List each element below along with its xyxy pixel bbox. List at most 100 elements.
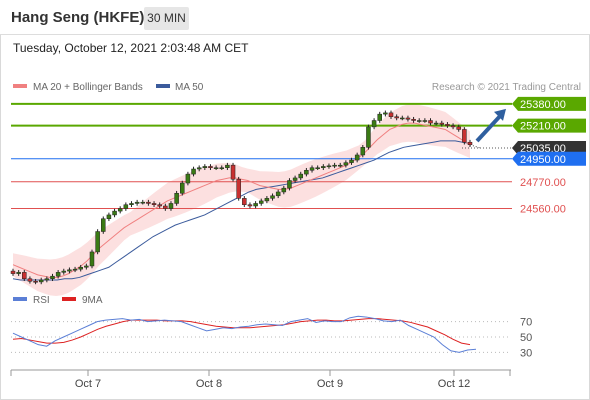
candle: [163, 205, 168, 209]
candle: [304, 170, 309, 175]
candle: [213, 167, 219, 169]
ma50-polyline: [12, 140, 471, 281]
x-tick-label: Oct 8: [196, 378, 222, 390]
candle: [242, 198, 247, 205]
candle: [95, 231, 100, 253]
x-tick-label: Oct 12: [438, 378, 470, 390]
candle: [72, 268, 78, 271]
candle: [360, 147, 366, 156]
legend-9ma-label: 9MA: [82, 295, 103, 306]
candle: [61, 270, 67, 273]
candle: [129, 203, 134, 205]
candle: [219, 167, 225, 169]
candle: [264, 198, 270, 202]
candle: [315, 167, 320, 169]
candle: [281, 187, 287, 193]
candle: [230, 164, 236, 180]
candle: [337, 164, 343, 167]
legend-ma50-label: MA 50: [175, 82, 204, 93]
candle: [456, 126, 461, 130]
forecast-arrow-head: [494, 108, 506, 121]
candle: [366, 126, 371, 148]
rsi-axis-label: 50: [520, 332, 532, 344]
ma50-line: [12, 140, 471, 281]
bollinger-band-area: [13, 104, 470, 296]
candle: [168, 203, 174, 209]
candle: [106, 214, 112, 220]
candle: [27, 278, 33, 282]
research-credit: Research © 2021 Trading Central: [432, 82, 581, 93]
instrument-title: Hang Seng (HKFE): [11, 9, 145, 26]
candle: [332, 164, 337, 167]
resistance-label: 25210.00: [520, 121, 566, 133]
candle: [134, 201, 140, 204]
candle: [416, 120, 422, 122]
candle: [467, 141, 473, 146]
candle: [174, 192, 179, 204]
header-bar: [0, 0, 590, 35]
candle: [428, 120, 433, 124]
pivot-label-box: [512, 151, 586, 166]
candle: [388, 112, 394, 117]
candle: [38, 279, 44, 283]
chart-datetime: Tuesday, October 12, 2021 2:03:48 AM CET: [13, 41, 249, 55]
candle: [439, 122, 445, 125]
candle: [236, 178, 241, 199]
pivot-label: 24950.00: [520, 154, 566, 166]
candle: [405, 117, 411, 120]
candle: [185, 173, 191, 184]
candle: [10, 270, 16, 274]
candle: [258, 200, 264, 204]
candle: [411, 118, 416, 121]
candle: [371, 120, 377, 128]
candle: [349, 159, 354, 163]
legend-rsi-label: RSI: [33, 295, 50, 306]
candle: [292, 177, 298, 181]
candle: [354, 154, 360, 161]
candle: [117, 208, 123, 212]
candle: [326, 165, 332, 168]
candle: [462, 129, 467, 143]
candle: [275, 191, 281, 197]
candle: [202, 166, 208, 168]
candle: [450, 125, 456, 128]
timeframe-button[interactable]: 30 MIN: [144, 7, 189, 30]
ma20-polyline: [12, 122, 471, 278]
legend-swatch-ma50: [156, 84, 170, 88]
candle: [180, 182, 185, 194]
candle: [433, 122, 439, 125]
candle: [422, 120, 428, 122]
candle: [309, 167, 315, 171]
candle: [140, 201, 146, 204]
candle: [400, 117, 405, 120]
legend-swatch-ma20: [13, 84, 27, 88]
candle: [44, 278, 50, 281]
forecast-arrow-shaft: [475, 112, 504, 143]
candle: [33, 281, 38, 283]
candle: [225, 164, 230, 168]
resistance-label: 25380.00: [520, 99, 566, 111]
candle: [112, 210, 117, 216]
candle: [123, 204, 129, 209]
candle: [321, 166, 326, 168]
x-axis: Oct 7 Oct 8 Oct 9 Oct 12: [10, 370, 511, 390]
candle: [101, 218, 106, 232]
x-tick-label: Oct 7: [75, 378, 101, 390]
level-labels: 25380.0025210.0025035.0024950.0024770.00…: [512, 96, 586, 216]
candle: [270, 195, 275, 199]
candle: [196, 167, 202, 170]
candle: [343, 162, 349, 166]
candle: [50, 275, 55, 279]
candle: [445, 124, 450, 126]
legend-swatch-rsi: [13, 297, 27, 301]
support-label: 24770.00: [520, 177, 566, 189]
candle: [22, 272, 27, 279]
candle: [78, 266, 83, 270]
candle: [67, 269, 72, 272]
candle: [394, 116, 399, 119]
candle: [287, 180, 292, 189]
forecast-arrow: [475, 108, 506, 143]
current-price-label-box: [512, 140, 586, 155]
rsi-panel: 70 50 30: [11, 315, 532, 359]
